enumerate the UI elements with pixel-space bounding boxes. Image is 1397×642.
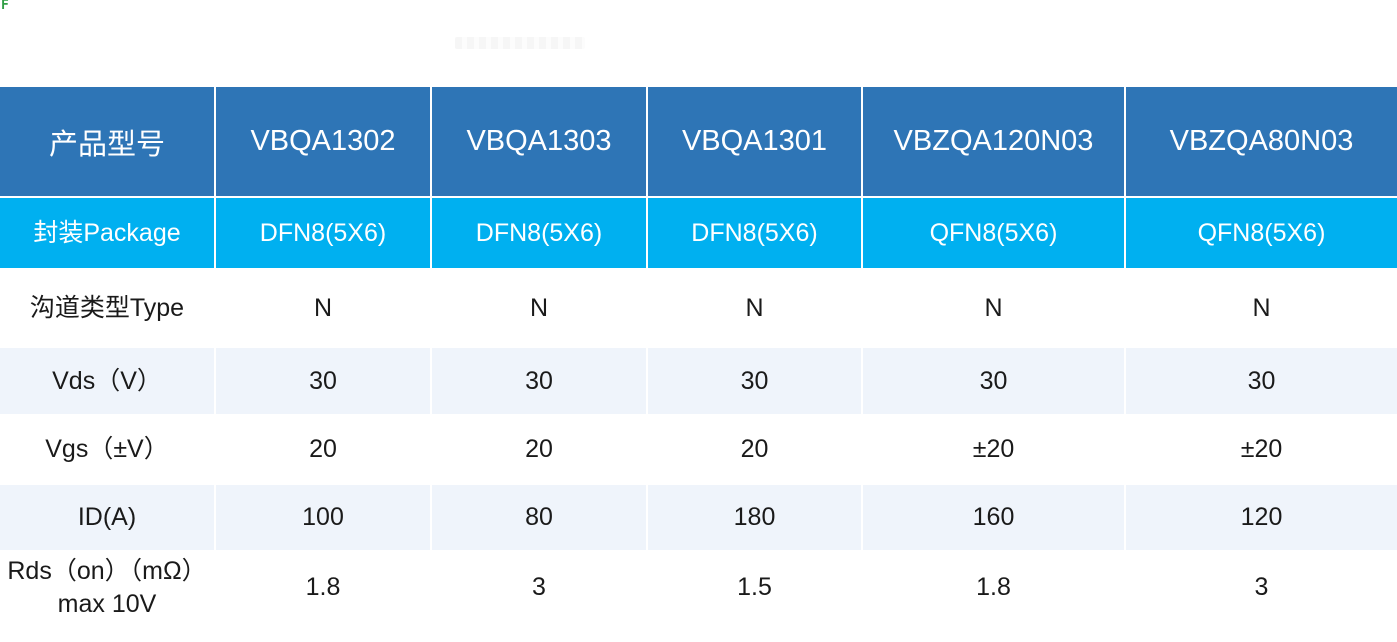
value-cell: N bbox=[215, 268, 432, 347]
table-row: 封装Package DFN8(5X6) DFN8(5X6) DFN8(5X6) QFN8… bbox=[0, 196, 1397, 269]
value-cell: 1.8 bbox=[215, 550, 432, 623]
value-cell: DFN8(5X6) bbox=[431, 196, 648, 269]
value-cell: 20 bbox=[431, 414, 648, 484]
row-label: Vgs（±V） bbox=[0, 414, 216, 484]
table-row: Vgs（±V） 20 20 20 ±20 ±20 bbox=[0, 414, 1397, 484]
header-product-cell: VBZQA80N03 bbox=[1125, 85, 1397, 197]
value-cell: 30 bbox=[1125, 346, 1397, 415]
value-cell: ±20 bbox=[1125, 414, 1397, 484]
header-product-cell: VBZQA120N03 bbox=[862, 85, 1126, 197]
table-row: 沟道类型Type N N N N N bbox=[0, 268, 1397, 347]
value-cell: QFN8(5X6) bbox=[862, 196, 1126, 269]
value-cell: DFN8(5X6) bbox=[647, 196, 863, 269]
row-label: 沟道类型Type bbox=[0, 268, 216, 347]
value-cell: 20 bbox=[215, 414, 432, 484]
value-cell: 30 bbox=[647, 346, 863, 415]
value-cell: 1.5 bbox=[647, 550, 863, 623]
value-cell: 30 bbox=[431, 346, 648, 415]
value-cell: 1.8 bbox=[862, 550, 1126, 623]
value-cell: QFN8(5X6) bbox=[1125, 196, 1397, 269]
value-cell: N bbox=[1125, 268, 1397, 347]
value-cell: 3 bbox=[1125, 550, 1397, 623]
value-cell: 3 bbox=[431, 550, 648, 623]
corner-mark: F bbox=[1, 0, 9, 13]
table-row: ID(A) 100 80 180 160 120 bbox=[0, 483, 1397, 551]
table-row: Rds（on）（mΩ）max 10V 1.8 3 1.5 1.8 3 bbox=[0, 550, 1397, 623]
value-cell: 30 bbox=[862, 346, 1126, 415]
value-cell: ±20 bbox=[862, 414, 1126, 484]
row-label: 封装Package bbox=[0, 196, 216, 269]
value-cell: 100 bbox=[215, 483, 432, 551]
header-product-cell: VBQA1303 bbox=[431, 85, 648, 197]
row-label: Vds（V） bbox=[0, 346, 216, 415]
value-cell: DFN8(5X6) bbox=[215, 196, 432, 269]
value-cell: N bbox=[431, 268, 648, 347]
value-cell: 80 bbox=[431, 483, 648, 551]
value-cell: N bbox=[862, 268, 1126, 347]
header-label-cell: 产品型号 bbox=[0, 85, 216, 197]
value-cell: 20 bbox=[647, 414, 863, 484]
row-label: ID(A) bbox=[0, 483, 216, 551]
header-row: 产品型号 VBQA1302 VBQA1303 VBQA1301 VBZQA120N03 V… bbox=[0, 85, 1397, 197]
header-product-cell: VBQA1301 bbox=[647, 85, 863, 197]
row-label: Rds（on）（mΩ）max 10V bbox=[0, 550, 216, 623]
value-cell: 30 bbox=[215, 346, 432, 415]
value-cell: 180 bbox=[647, 483, 863, 551]
header-product-cell: VBQA1302 bbox=[215, 85, 432, 197]
value-cell: 120 bbox=[1125, 483, 1397, 551]
faint-watermark bbox=[455, 37, 585, 49]
product-spec-table: 产品型号 VBQA1302 VBQA1303 VBQA1301 VBZQA120N03 V… bbox=[0, 85, 1397, 623]
table-row: Vds（V） 30 30 30 30 30 bbox=[0, 346, 1397, 415]
value-cell: N bbox=[647, 268, 863, 347]
value-cell: 160 bbox=[862, 483, 1126, 551]
